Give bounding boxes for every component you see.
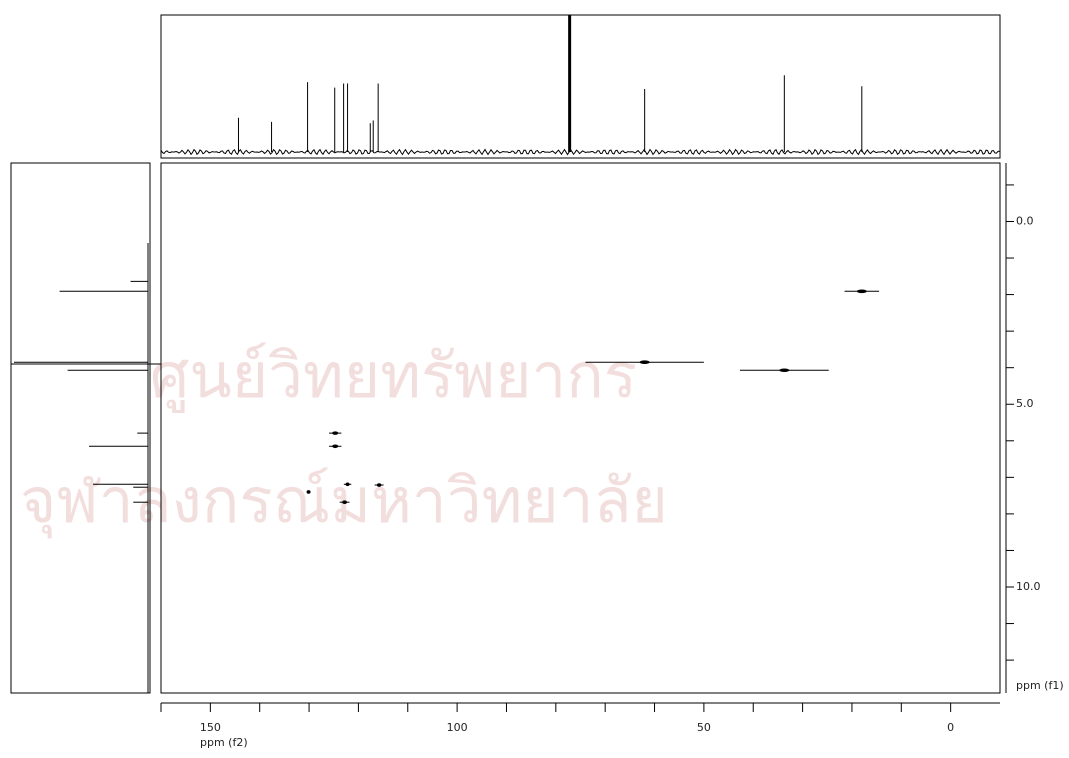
cross-peak xyxy=(779,368,790,373)
cross-peak xyxy=(332,431,339,435)
cross-peak xyxy=(342,500,348,505)
plot-area xyxy=(160,162,1001,694)
top-panel xyxy=(160,14,1001,159)
y-tick-label: 5.0 xyxy=(1016,397,1034,410)
cross-peak xyxy=(376,483,382,487)
cross-peak xyxy=(332,444,339,449)
watermark: ศูนย์วิทยทรัพยากร xyxy=(150,339,637,413)
cross-peak xyxy=(856,289,867,294)
x-tick-label: 50 xyxy=(697,721,711,734)
baseline-noise xyxy=(160,148,1000,156)
cross-peak xyxy=(639,360,650,365)
cross-peak xyxy=(345,482,350,487)
y-tick-label: 0.0 xyxy=(1016,214,1034,227)
x-tick-label: 0 xyxy=(947,721,954,734)
cross-peak xyxy=(306,490,311,494)
x-axis-label: ppm (f2) xyxy=(200,736,248,749)
x-tick-label: 100 xyxy=(447,721,468,734)
x-tick-label: 150 xyxy=(200,721,221,734)
y-axis-label: ppm (f1) xyxy=(1016,679,1064,692)
left-panel xyxy=(10,162,151,694)
y-tick-label: 10.0 xyxy=(1016,580,1041,593)
